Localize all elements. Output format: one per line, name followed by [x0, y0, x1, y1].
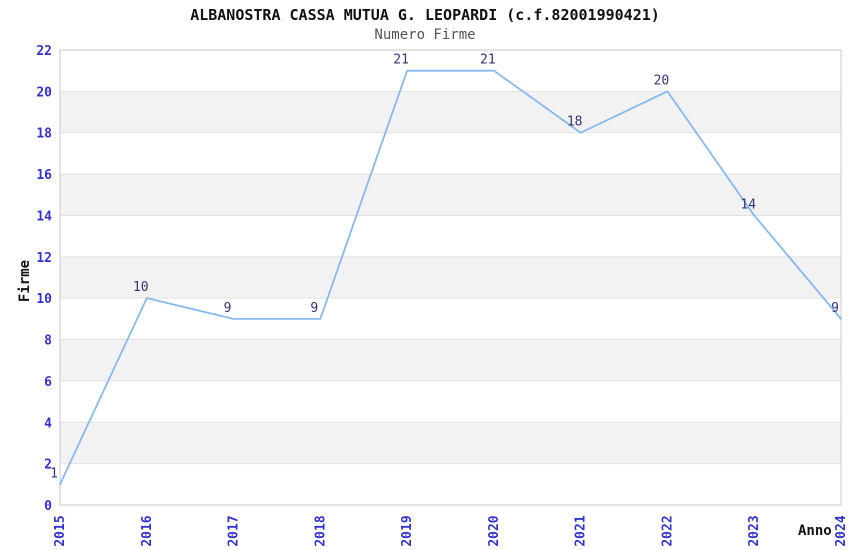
- x-tick-label: 2018: [313, 515, 328, 546]
- y-tick-label: 16: [36, 168, 52, 183]
- chart-subtitle: Numero Firme: [374, 27, 476, 43]
- point-label: 21: [393, 53, 409, 68]
- point-label: 18: [567, 115, 583, 130]
- y-tick-label: 0: [44, 499, 52, 514]
- x-tick-label: 2024: [834, 515, 849, 546]
- x-axis-label: Anno: [798, 523, 832, 539]
- point-label: 9: [831, 301, 839, 316]
- x-tick-label: 2020: [487, 515, 502, 546]
- y-tick-label: 22: [36, 44, 52, 59]
- point-label: 9: [224, 301, 232, 316]
- series-line: [59, 69, 842, 486]
- y-tick-label: 12: [36, 251, 52, 266]
- plot-stripe: [60, 463, 841, 505]
- y-tick-label: 8: [44, 334, 52, 349]
- plot-stripe: [60, 215, 841, 257]
- plot-stripe: [60, 422, 841, 464]
- y-tick-label: 6: [44, 375, 52, 390]
- plot-stripe: [60, 91, 841, 133]
- plot-stripe: [60, 380, 841, 423]
- y-tick-label: 20: [36, 85, 52, 100]
- plot-stripe: [60, 174, 841, 216]
- x-tick-label: 2015: [53, 515, 68, 546]
- plot-stripe: [60, 256, 841, 299]
- y-tick-label: 18: [36, 127, 52, 142]
- plot-stripe: [60, 298, 841, 340]
- point-label: 1: [50, 466, 58, 481]
- x-tick-label: 2016: [140, 515, 155, 546]
- x-tick-label: 2021: [574, 515, 589, 546]
- point-label: 9: [310, 301, 318, 316]
- x-tick-label: 2023: [747, 515, 762, 546]
- point-label: 10: [133, 280, 149, 295]
- point-label: 21: [480, 53, 496, 68]
- y-axis-label: Firme: [17, 259, 33, 303]
- x-tick-label: 2019: [400, 515, 415, 546]
- x-tick-label: 2017: [227, 515, 242, 546]
- y-tick-label: 10: [36, 292, 52, 307]
- y-tick-label: 2: [44, 458, 52, 473]
- y-tick-label: 4: [44, 416, 52, 431]
- point-label: 20: [654, 73, 670, 88]
- plot-border: [59, 49, 842, 506]
- x-tick-label: 2022: [660, 515, 675, 546]
- plot-stripe: [60, 339, 841, 381]
- point-label: 14: [740, 197, 756, 212]
- chart-title: ALBANOSTRA CASSA MUTUA G. LEOPARDI (c.f.…: [190, 6, 660, 24]
- plot-stripe: [60, 132, 841, 175]
- y-tick-label: 14: [36, 209, 52, 224]
